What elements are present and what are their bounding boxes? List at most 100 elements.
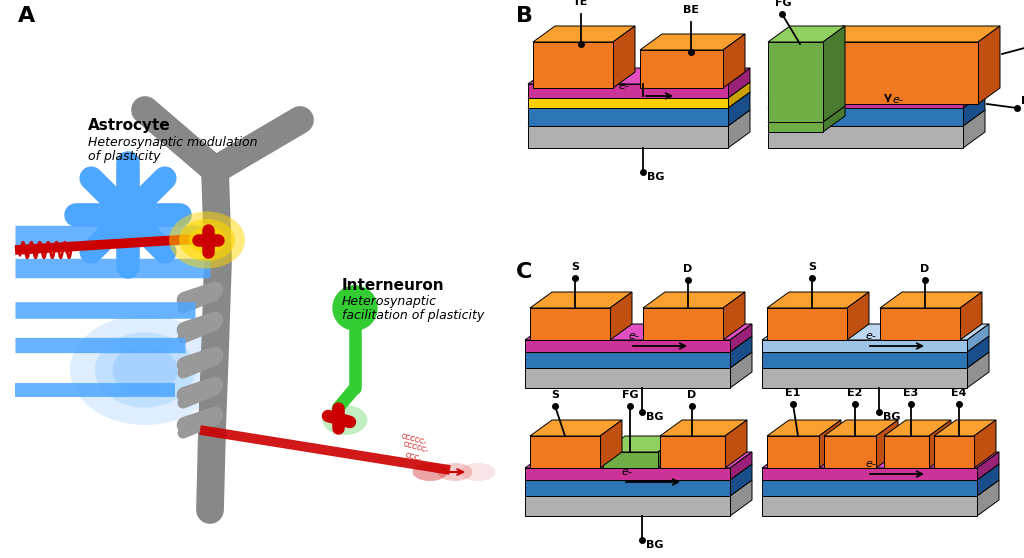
Ellipse shape	[437, 463, 472, 481]
Ellipse shape	[70, 315, 220, 425]
Polygon shape	[640, 50, 723, 88]
Text: e-: e-	[865, 331, 876, 341]
Polygon shape	[600, 420, 622, 468]
Polygon shape	[725, 420, 746, 468]
Polygon shape	[768, 110, 985, 126]
Polygon shape	[880, 292, 982, 308]
Polygon shape	[730, 464, 752, 496]
Polygon shape	[603, 436, 680, 452]
Polygon shape	[880, 308, 961, 340]
Polygon shape	[525, 452, 752, 468]
Text: CCCCC-: CCCCC-	[402, 441, 429, 454]
Polygon shape	[723, 292, 745, 340]
Polygon shape	[603, 452, 658, 468]
Polygon shape	[967, 324, 989, 352]
Polygon shape	[528, 84, 728, 98]
Polygon shape	[823, 106, 845, 132]
Polygon shape	[658, 436, 680, 468]
Text: CCCCC-: CCCCC-	[400, 434, 427, 446]
Polygon shape	[730, 480, 752, 516]
Polygon shape	[961, 292, 982, 340]
Polygon shape	[768, 26, 845, 42]
Polygon shape	[530, 420, 622, 436]
Polygon shape	[762, 368, 967, 388]
Ellipse shape	[461, 463, 496, 481]
Polygon shape	[768, 122, 823, 132]
Polygon shape	[528, 68, 750, 84]
Polygon shape	[823, 26, 845, 122]
Polygon shape	[820, 26, 1000, 42]
Ellipse shape	[189, 227, 225, 253]
Polygon shape	[762, 340, 967, 352]
Polygon shape	[762, 336, 989, 352]
Polygon shape	[762, 480, 977, 496]
Text: BG: BG	[883, 412, 900, 422]
Polygon shape	[730, 324, 752, 352]
Text: e-: e-	[618, 81, 629, 91]
Text: S: S	[808, 262, 816, 272]
Text: E3: E3	[903, 388, 919, 398]
Polygon shape	[728, 92, 750, 126]
Polygon shape	[530, 308, 610, 340]
Polygon shape	[525, 368, 730, 388]
Polygon shape	[967, 352, 989, 388]
Polygon shape	[762, 324, 989, 340]
Polygon shape	[974, 420, 996, 468]
Polygon shape	[824, 420, 898, 436]
Polygon shape	[768, 108, 963, 126]
Polygon shape	[762, 496, 977, 516]
Polygon shape	[762, 480, 999, 496]
Polygon shape	[768, 126, 963, 148]
Text: e-: e-	[628, 331, 639, 341]
Polygon shape	[525, 340, 730, 352]
Polygon shape	[767, 436, 819, 468]
Polygon shape	[967, 336, 989, 368]
Polygon shape	[884, 420, 951, 436]
Ellipse shape	[413, 463, 447, 481]
Polygon shape	[730, 352, 752, 388]
Text: BG: BG	[646, 412, 664, 422]
Polygon shape	[525, 464, 752, 480]
Text: e-: e-	[621, 467, 632, 477]
Text: B: B	[516, 6, 534, 26]
Text: A: A	[18, 6, 35, 26]
Text: facilitation of plasticity: facilitation of plasticity	[342, 309, 484, 322]
Polygon shape	[929, 420, 951, 468]
Polygon shape	[768, 42, 823, 122]
Polygon shape	[730, 336, 752, 368]
Text: FG: FG	[775, 0, 792, 8]
Polygon shape	[613, 26, 635, 88]
Polygon shape	[643, 308, 723, 340]
Polygon shape	[762, 468, 977, 480]
Text: TE: TE	[573, 0, 589, 7]
Polygon shape	[767, 420, 841, 436]
Polygon shape	[643, 292, 745, 308]
Polygon shape	[768, 78, 985, 94]
Polygon shape	[660, 436, 725, 468]
Text: BG: BG	[647, 172, 665, 182]
Polygon shape	[728, 68, 750, 98]
Polygon shape	[640, 34, 745, 50]
Polygon shape	[660, 420, 746, 436]
Ellipse shape	[323, 405, 368, 435]
Polygon shape	[762, 352, 967, 368]
Text: BG: BG	[646, 540, 664, 550]
Polygon shape	[528, 92, 750, 108]
Polygon shape	[528, 108, 728, 126]
Polygon shape	[767, 292, 869, 308]
Text: CCC-: CCC-	[404, 452, 422, 462]
Ellipse shape	[95, 333, 195, 407]
Polygon shape	[525, 324, 752, 340]
Polygon shape	[730, 452, 752, 480]
Polygon shape	[977, 464, 999, 496]
Polygon shape	[525, 468, 730, 480]
Polygon shape	[963, 92, 985, 126]
Text: S: S	[571, 262, 579, 272]
Polygon shape	[876, 420, 898, 468]
Text: Astrocyte: Astrocyte	[88, 118, 171, 133]
Polygon shape	[824, 436, 876, 468]
Polygon shape	[963, 110, 985, 148]
Polygon shape	[768, 94, 963, 108]
Text: BE: BE	[683, 5, 699, 15]
Polygon shape	[977, 452, 999, 480]
